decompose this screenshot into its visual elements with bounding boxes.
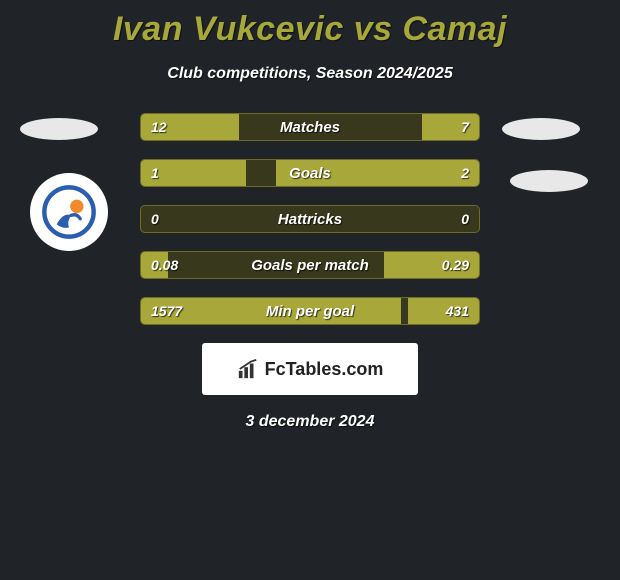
stat-label: Hattricks: [141, 206, 479, 232]
club-badge-left: [30, 173, 108, 251]
stat-row: 127Matches: [140, 113, 480, 141]
player-badge-right-oval-2: [510, 170, 588, 192]
stat-row: 1577431Min per goal: [140, 297, 480, 325]
stat-value-left: 1: [151, 160, 159, 186]
stat-bars: 127Matches12Goals00Hattricks0.080.29Goal…: [140, 113, 480, 325]
footer-date: 3 december 2024: [0, 413, 620, 431]
footer-logo-text: FcTables.com: [265, 359, 384, 380]
page-title: Ivan Vukcevic vs Camaj: [0, 0, 620, 49]
stat-bar-right: [276, 160, 479, 186]
stat-value-right: 2: [461, 160, 469, 186]
footer-logo: FcTables.com: [202, 343, 418, 395]
stat-value-right: 0.29: [442, 252, 469, 278]
stat-row: 0 0Hattricks: [140, 205, 480, 233]
stat-value-right: 431: [446, 298, 469, 324]
stat-value-left: 0.08: [151, 252, 178, 278]
stat-bar-right: [422, 114, 479, 140]
stat-value-left: 0: [151, 206, 159, 232]
club-logo-icon: [41, 184, 97, 240]
stat-value-left: 12: [151, 114, 167, 140]
stat-row: 12Goals: [140, 159, 480, 187]
stat-value-left: 1577: [151, 298, 182, 324]
player-badge-left-oval: [20, 118, 98, 140]
page-subtitle: Club competitions, Season 2024/2025: [0, 65, 620, 83]
fctables-icon: [237, 358, 259, 380]
stat-row: 0.080.29Goals per match: [140, 251, 480, 279]
comparison-stage: 127Matches12Goals00Hattricks0.080.29Goal…: [0, 113, 620, 325]
player-badge-right-oval-1: [502, 118, 580, 140]
stat-value-right: 7: [461, 114, 469, 140]
stat-value-right: 0: [461, 206, 469, 232]
